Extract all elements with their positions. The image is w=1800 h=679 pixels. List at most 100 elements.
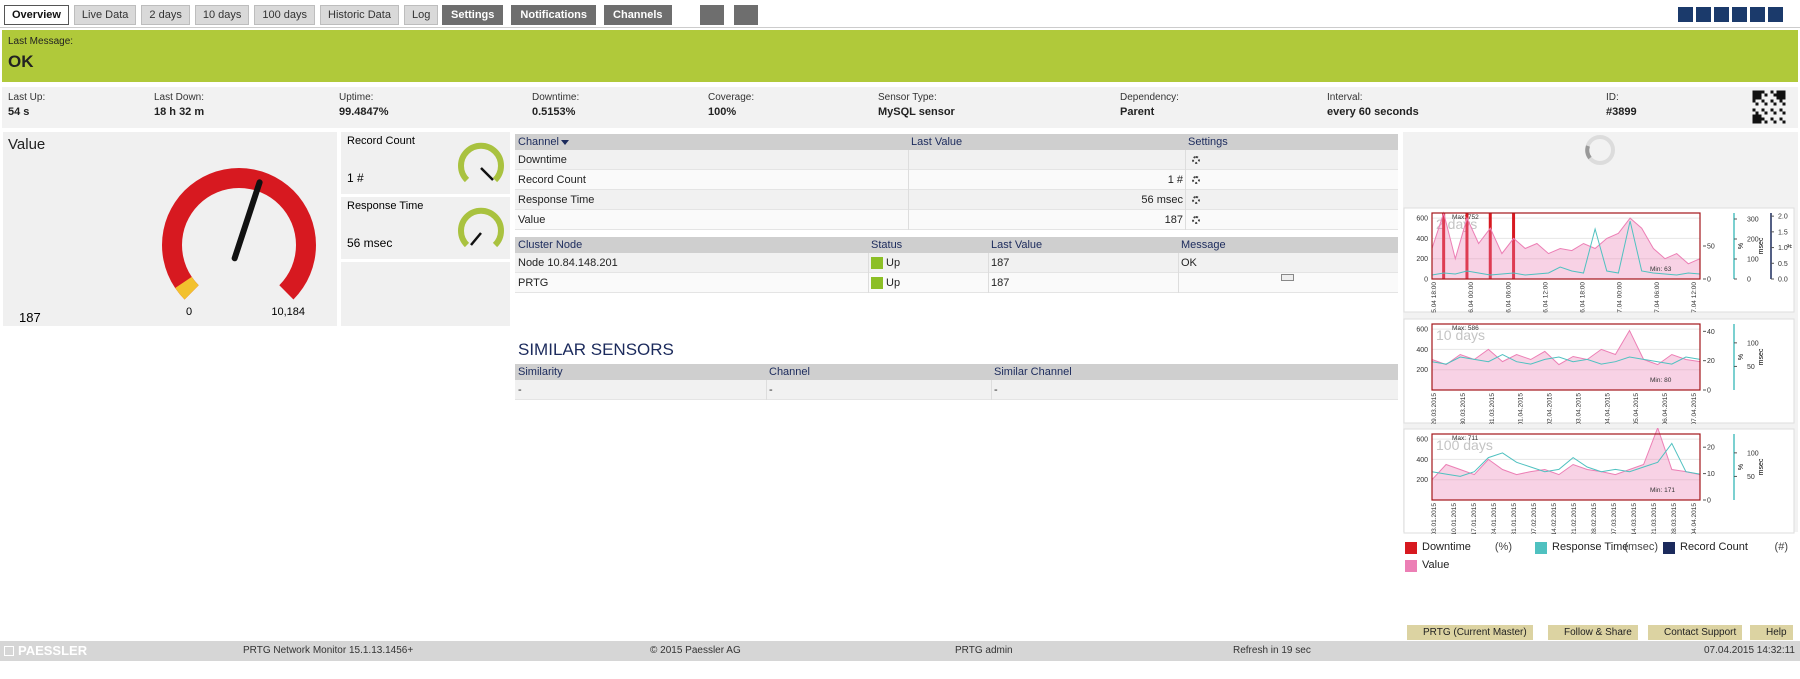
toolbar-button[interactable]: Settings (442, 5, 504, 25)
x-tick-label: 06.04.2015 (1662, 393, 1669, 424)
y2-tick-label: 0 (1747, 277, 1751, 284)
qr-cell (1776, 96, 1780, 100)
footer-button[interactable]: Contact Support (1648, 625, 1743, 640)
stat-label: Sensor Type: (878, 92, 937, 103)
gauge-value: 187 (19, 310, 41, 325)
axis-unit: msec (1758, 237, 1765, 254)
table-cell: 1 # (1167, 174, 1183, 186)
x-tick-label: 10.01.2015 (1451, 503, 1458, 534)
x-tick-label: 31.01.2015 (1511, 503, 1518, 534)
tab-bar: Overview Live Data 2 days 10 days 100 days Hi… (4, 5, 439, 25)
x-tick-label: 07.03.2015 (1611, 503, 1618, 534)
icon-button[interactable] (734, 5, 758, 25)
column-header: Last Value (911, 136, 963, 148)
status-icon (871, 257, 883, 269)
qr-cell (1755, 120, 1759, 124)
gauge-min: 0 (186, 306, 192, 318)
column-divider (988, 253, 989, 273)
qr-cell (1779, 117, 1783, 121)
stat-value: #3899 (1606, 106, 1637, 118)
x-tick-label: 28.02.2015 (1591, 503, 1598, 534)
tool-icon[interactable] (1732, 7, 1747, 22)
table-cell: Node 10.84.148.201 (518, 257, 618, 269)
qr-cell (1782, 120, 1786, 124)
qr-cell (1779, 96, 1783, 100)
tool-icon[interactable] (1678, 7, 1693, 22)
legend-label: Record Count (1680, 541, 1748, 553)
stat-label: Dependency: (1120, 92, 1179, 103)
settings-icon[interactable] (1192, 176, 1200, 184)
footer-button[interactable]: PRTG (Current Master) (1407, 625, 1533, 640)
table-row (515, 253, 1398, 273)
toolbar-button[interactable]: Notifications (511, 5, 597, 25)
stat-value: MySQL sensor (878, 106, 955, 118)
table-cell: PRTG (518, 277, 549, 289)
legend-label: Value (1422, 559, 1450, 571)
column-divider (1185, 170, 1186, 190)
x-tick-label: 06.04 12:00 (1542, 282, 1549, 313)
qr-cell (1761, 108, 1765, 112)
tool-icon[interactable] (1750, 7, 1765, 22)
table-cell: - (769, 384, 773, 396)
x-tick-label: 07.04 06:00 (1654, 282, 1661, 313)
tool-icon[interactable] (1696, 7, 1711, 22)
qr-cell (1782, 111, 1786, 115)
tab[interactable]: Live Data (73, 5, 137, 25)
qr-cell (1773, 111, 1777, 115)
legend-swatch (1405, 542, 1417, 554)
tab[interactable]: 100 days (254, 5, 316, 25)
gauge-warning-arc (175, 276, 199, 300)
qr-cell (1755, 93, 1759, 97)
tool-icon[interactable] (1714, 7, 1729, 22)
y-tick-label: 0 (1424, 277, 1428, 284)
column-divider (908, 170, 909, 190)
qr-cell (1755, 117, 1759, 121)
qr-cell (1758, 90, 1762, 94)
tab[interactable]: Log (403, 5, 439, 25)
settings-icon[interactable] (1192, 216, 1200, 224)
qr-cell (1758, 93, 1762, 97)
table-row (515, 380, 1398, 400)
x-tick-label: 06.04 18:00 (1580, 282, 1587, 313)
stat-value: 54 s (8, 106, 30, 118)
toolbar-button[interactable]: Channels (604, 5, 672, 25)
qr-cell (1758, 120, 1762, 124)
settings-icon[interactable] (1192, 196, 1200, 204)
tab[interactable]: Overview (4, 5, 69, 25)
logo-icon (4, 646, 14, 656)
y2-tick-label: 50 (1707, 244, 1715, 251)
toolbar-right (1678, 7, 1783, 22)
qr-cell (1758, 117, 1762, 121)
tab[interactable]: 2 days (141, 5, 190, 25)
x-tick-label: 03.01.2015 (1431, 503, 1438, 534)
qr-cell (1758, 96, 1762, 100)
column-divider (1185, 150, 1186, 170)
tab[interactable]: 10 days (194, 5, 250, 25)
column-header: Similarity (518, 366, 563, 378)
tab[interactable]: Historic Data (320, 5, 399, 25)
line (1431, 442, 1701, 477)
qr-cell (1752, 96, 1756, 100)
qr-cell (1782, 90, 1786, 94)
x-tick-label: 28.03.2015 (1671, 503, 1678, 534)
footer-button[interactable]: Help (1750, 625, 1793, 640)
message-icon[interactable] (1281, 274, 1294, 281)
x-tick-label: 07.04.2015 (1691, 393, 1698, 424)
status-icon (871, 277, 883, 289)
stat-value: 99.4847% (339, 106, 389, 118)
mini-gauge-title: Record Count (347, 135, 415, 147)
legend-unit: (msec) (1624, 541, 1658, 553)
table-cell: Up (886, 257, 901, 269)
icon-button[interactable] (700, 5, 724, 25)
gauge: Value 0 10,184 187 (8, 136, 316, 325)
tool-icon[interactable] (1768, 7, 1783, 22)
qr-cell (1779, 93, 1783, 97)
table-row (515, 273, 1398, 293)
stat-label: Downtime: (532, 92, 580, 103)
stat-label: Interval: (1327, 92, 1363, 103)
footer-button[interactable]: Follow & Share (1548, 625, 1638, 640)
column-header: Channel (769, 366, 810, 378)
settings-icon[interactable] (1192, 156, 1200, 164)
qr-cell (1782, 102, 1786, 106)
sort-arrow (561, 140, 569, 145)
